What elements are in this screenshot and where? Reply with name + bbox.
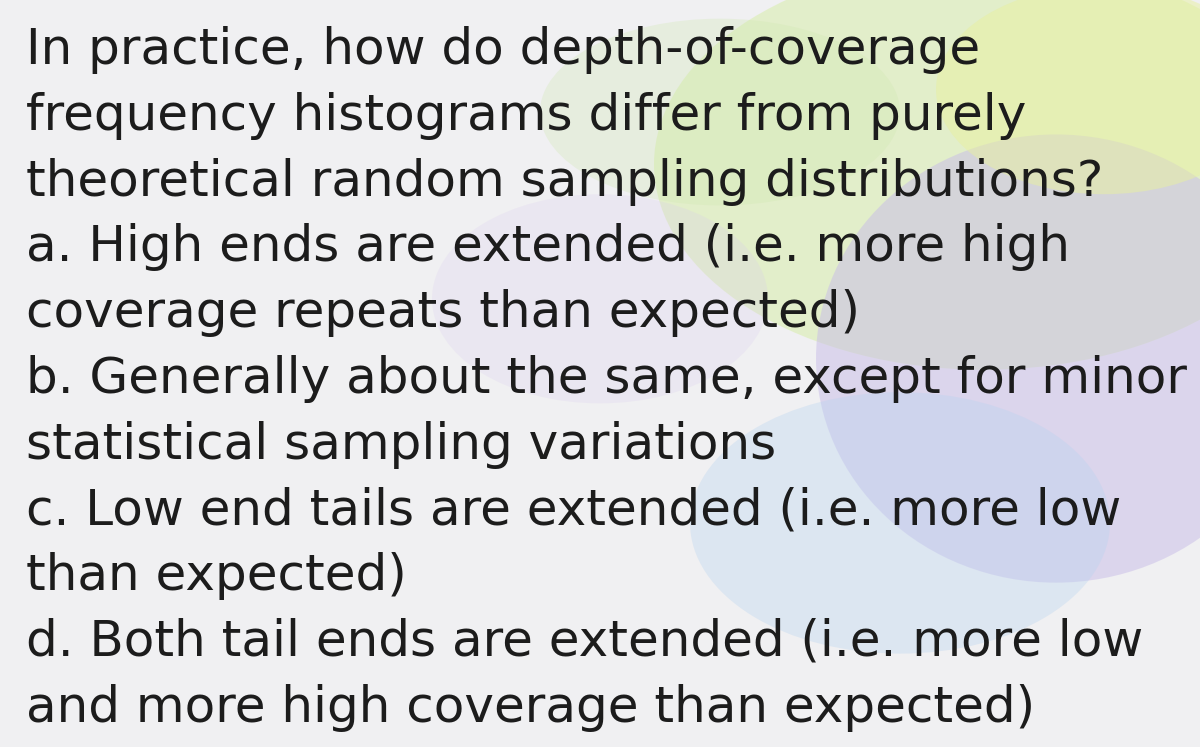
Ellipse shape (432, 194, 768, 403)
Ellipse shape (816, 134, 1200, 583)
Text: In practice, how do depth-of-coverage: In practice, how do depth-of-coverage (26, 26, 980, 74)
Text: statistical sampling variations: statistical sampling variations (26, 421, 776, 468)
Text: and more high coverage than expected): and more high coverage than expected) (26, 684, 1036, 731)
Text: coverage repeats than expected): coverage repeats than expected) (26, 289, 860, 337)
Text: theoretical random sampling distributions?: theoretical random sampling distribution… (26, 158, 1104, 205)
Text: d. Both tail ends are extended (i.e. more low: d. Both tail ends are extended (i.e. mor… (26, 618, 1144, 666)
Ellipse shape (540, 19, 900, 205)
Text: a. High ends are extended (i.e. more high: a. High ends are extended (i.e. more hig… (26, 223, 1070, 271)
Ellipse shape (936, 0, 1200, 194)
Ellipse shape (654, 0, 1200, 370)
Text: c. Low end tails are extended (i.e. more low: c. Low end tails are extended (i.e. more… (26, 486, 1122, 534)
Ellipse shape (690, 392, 1110, 654)
Text: b. Generally about the same, except for minor: b. Generally about the same, except for … (26, 355, 1188, 403)
Text: frequency histograms differ from purely: frequency histograms differ from purely (26, 92, 1027, 140)
Text: than expected): than expected) (26, 552, 407, 600)
